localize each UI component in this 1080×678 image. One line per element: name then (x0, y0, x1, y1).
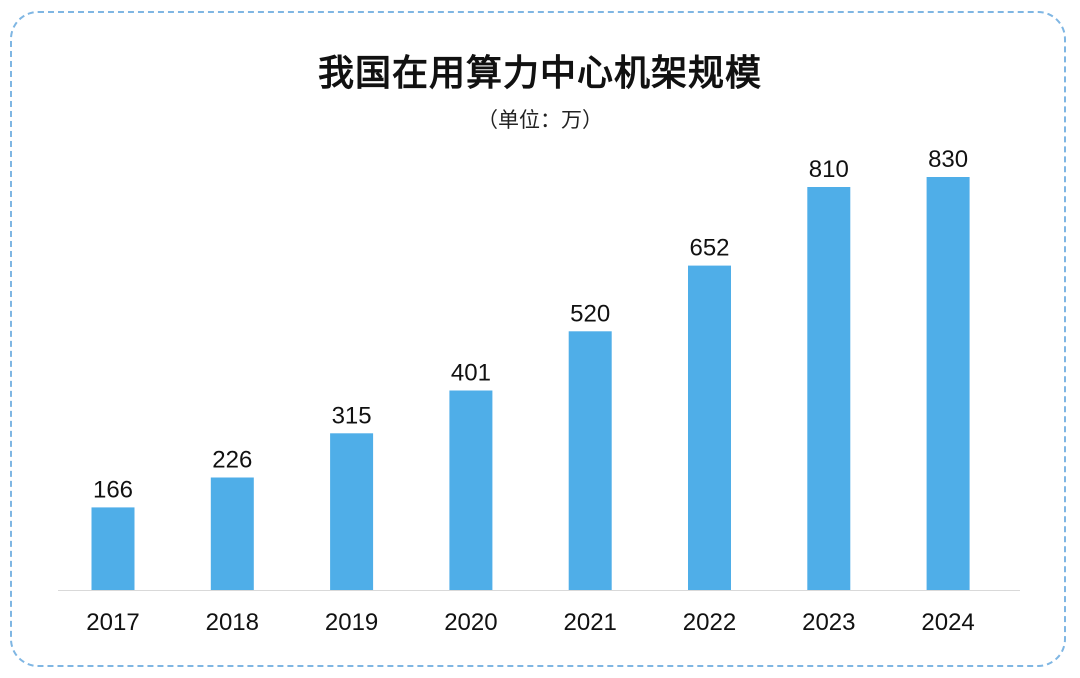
x-tick-label-2019: 2019 (325, 609, 378, 636)
value-label-2018: 226 (212, 447, 252, 474)
x-tick-label-2023: 2023 (802, 609, 855, 636)
bar-2018 (210, 477, 254, 590)
bar-2020 (449, 390, 493, 590)
x-tick-label-2020: 2020 (444, 609, 497, 636)
value-label-2023: 810 (809, 156, 849, 183)
x-tick-label-2022: 2022 (683, 609, 736, 636)
bar-2019 (330, 433, 374, 590)
chart-subtitle: （单位：万） (477, 108, 603, 132)
value-label-2024: 830 (928, 146, 968, 173)
bar-2024 (926, 177, 970, 590)
bar-2022 (688, 265, 731, 590)
x-tick-label-2021: 2021 (564, 609, 617, 636)
x-tick-label-2017: 2017 (86, 609, 139, 636)
chart-title: 我国在用算力中心机架规模 (317, 53, 762, 94)
value-label-2022: 652 (689, 235, 729, 262)
labels-layer: 166 2017 226 2018 315 2019 401 2020 520 2021 652 20… (86, 146, 974, 636)
bar-2017 (91, 507, 135, 590)
chart-frame (10, 11, 1066, 667)
value-label-2017: 166 (93, 476, 133, 503)
value-label-2021: 520 (570, 300, 610, 327)
x-tick-label-2018: 2018 (206, 609, 259, 636)
value-label-2019: 315 (332, 402, 372, 429)
bar-2023 (807, 187, 851, 590)
bar-2021 (568, 331, 612, 590)
value-label-2020: 401 (451, 360, 491, 387)
x-tick-label-2024: 2024 (921, 609, 974, 636)
bars-layer (91, 177, 970, 590)
